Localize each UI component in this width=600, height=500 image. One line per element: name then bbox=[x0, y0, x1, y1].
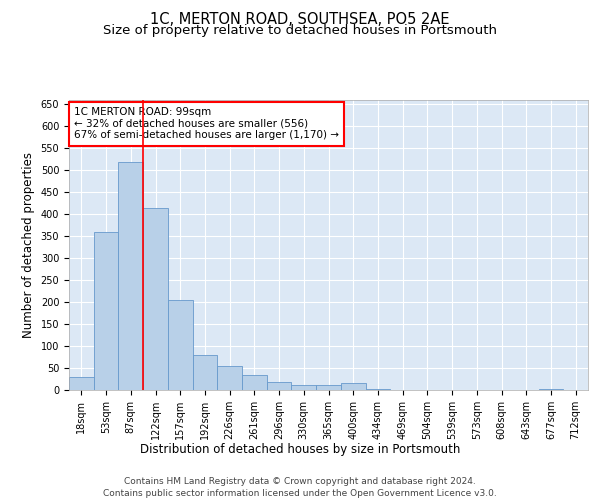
Text: Contains public sector information licensed under the Open Government Licence v3: Contains public sector information licen… bbox=[103, 489, 497, 498]
Text: 1C, MERTON ROAD, SOUTHSEA, PO5 2AE: 1C, MERTON ROAD, SOUTHSEA, PO5 2AE bbox=[150, 12, 450, 28]
Bar bbox=[193, 355, 217, 390]
Y-axis label: Number of detached properties: Number of detached properties bbox=[22, 152, 35, 338]
Bar bbox=[539, 389, 563, 390]
Text: Contains HM Land Registry data © Crown copyright and database right 2024.: Contains HM Land Registry data © Crown c… bbox=[124, 478, 476, 486]
Bar bbox=[143, 208, 168, 390]
Bar bbox=[292, 384, 316, 390]
Bar bbox=[365, 389, 390, 390]
Bar bbox=[341, 384, 365, 390]
Bar bbox=[242, 374, 267, 390]
Bar bbox=[316, 384, 341, 390]
Bar bbox=[168, 300, 193, 390]
Bar bbox=[217, 366, 242, 390]
Bar bbox=[267, 382, 292, 390]
Text: Distribution of detached houses by size in Portsmouth: Distribution of detached houses by size … bbox=[140, 442, 460, 456]
Text: 1C MERTON ROAD: 99sqm
← 32% of detached houses are smaller (556)
67% of semi-det: 1C MERTON ROAD: 99sqm ← 32% of detached … bbox=[74, 108, 339, 140]
Bar bbox=[94, 232, 118, 390]
Bar bbox=[118, 162, 143, 390]
Text: Size of property relative to detached houses in Portsmouth: Size of property relative to detached ho… bbox=[103, 24, 497, 37]
Bar bbox=[69, 377, 94, 390]
